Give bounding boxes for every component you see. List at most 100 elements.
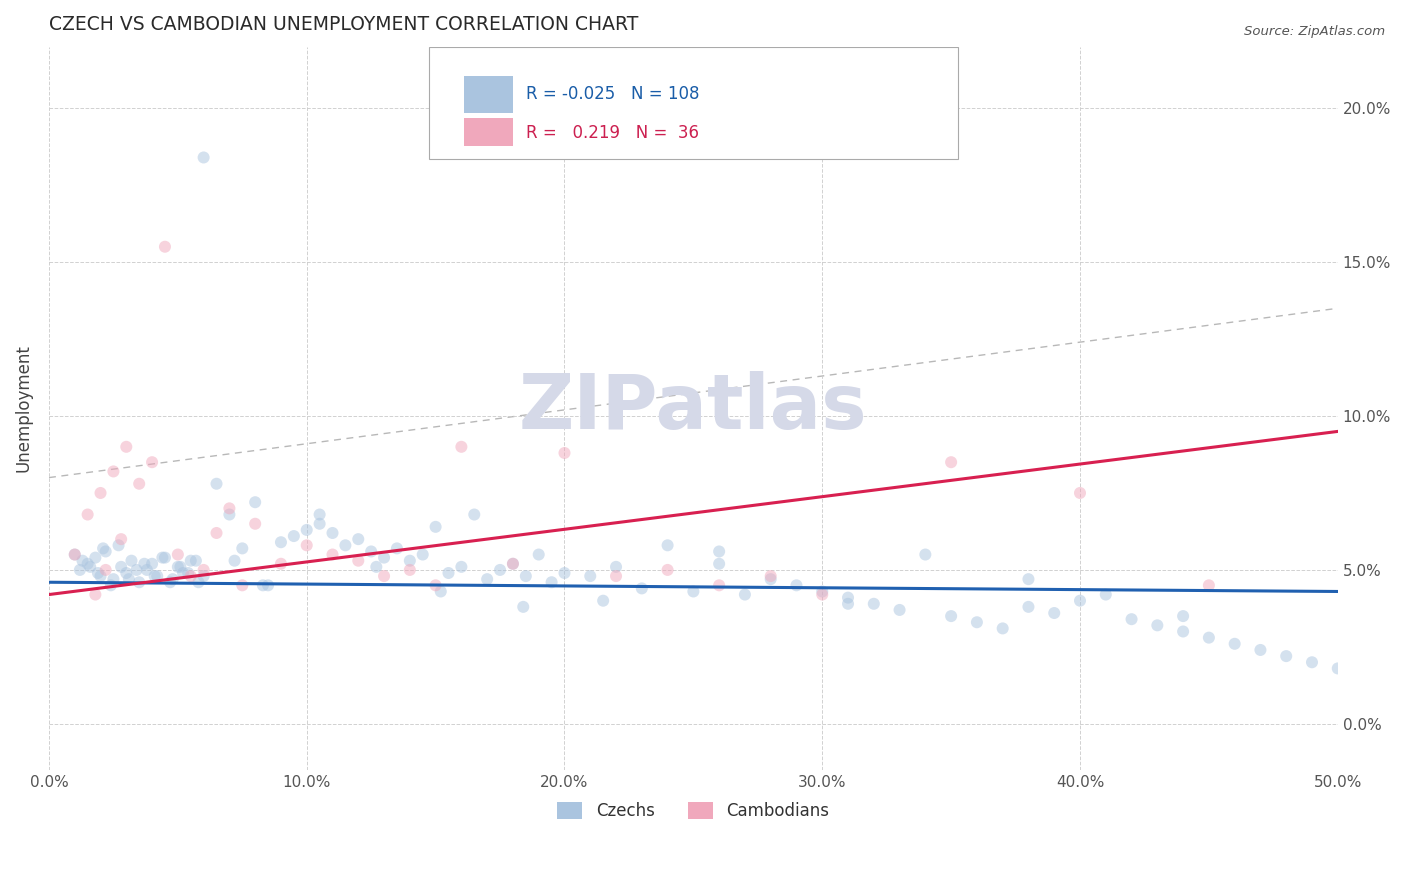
Point (128, 575, 150, 590)
Point (180, 569, 202, 583)
Point (205, 476, 228, 491)
Point (295, 523, 318, 537)
Point (489, 563, 512, 577)
Point (87, 566, 110, 580)
Text: Source: ZipAtlas.com: Source: ZipAtlas.com (1244, 25, 1385, 38)
Point (184, 554, 207, 568)
Point (966, 615, 988, 630)
Point (398, 554, 420, 568)
Point (429, 584, 451, 599)
Point (231, 578, 253, 592)
Point (398, 563, 420, 577)
Point (991, 621, 1014, 635)
Point (1326, 661, 1348, 675)
Point (1094, 588, 1116, 602)
Point (707, 578, 730, 592)
Point (321, 548, 343, 562)
Point (150, 550, 173, 565)
Point (118, 572, 141, 586)
Text: ZIPatlas: ZIPatlas (519, 371, 868, 445)
Point (450, 440, 472, 454)
Point (283, 529, 305, 543)
Point (89, 569, 111, 583)
Point (734, 588, 756, 602)
Point (76, 508, 98, 522)
Point (187, 575, 209, 590)
Point (512, 599, 534, 614)
Point (100, 578, 122, 592)
Point (682, 584, 704, 599)
Point (177, 566, 200, 580)
Point (811, 584, 834, 599)
Point (103, 465, 125, 479)
Point (385, 541, 408, 556)
Point (502, 557, 524, 571)
Point (553, 446, 575, 460)
Point (89, 486, 111, 500)
Point (1043, 606, 1066, 620)
Point (172, 566, 194, 580)
Text: CZECH VS CAMBODIAN UNEMPLOYMENT CORRELATION CHART: CZECH VS CAMBODIAN UNEMPLOYMENT CORRELAT… (49, 15, 638, 34)
Point (218, 508, 240, 522)
Point (707, 544, 730, 558)
Point (115, 440, 138, 454)
Point (295, 538, 318, 552)
Point (72, 554, 94, 568)
Point (630, 582, 652, 596)
Point (939, 609, 962, 624)
Point (1301, 655, 1323, 669)
Point (759, 569, 782, 583)
Point (63, 548, 86, 562)
Point (103, 572, 125, 586)
Point (169, 559, 191, 574)
Point (360, 544, 382, 558)
Point (707, 557, 730, 571)
Point (1223, 637, 1246, 651)
FancyBboxPatch shape (429, 46, 957, 159)
Point (785, 578, 807, 592)
Point (308, 516, 330, 531)
FancyBboxPatch shape (464, 76, 513, 113)
Point (193, 151, 215, 165)
Point (79, 559, 101, 574)
Point (425, 578, 447, 592)
Point (373, 569, 395, 583)
Point (437, 566, 460, 580)
Point (373, 550, 395, 565)
Point (218, 501, 240, 516)
Point (84, 588, 107, 602)
Point (502, 557, 524, 571)
Point (135, 563, 157, 577)
Point (1275, 649, 1298, 664)
Point (252, 578, 274, 592)
Point (1198, 578, 1220, 592)
Point (270, 535, 292, 549)
Point (224, 554, 246, 568)
Point (134, 557, 156, 571)
Point (270, 557, 292, 571)
Point (914, 548, 936, 562)
Point (657, 538, 679, 552)
Point (205, 526, 228, 541)
Point (450, 559, 472, 574)
Point (115, 566, 138, 580)
Point (605, 559, 627, 574)
Point (162, 572, 184, 586)
Point (128, 476, 150, 491)
Point (605, 569, 627, 583)
Point (76, 557, 98, 571)
Point (69, 563, 91, 577)
Point (141, 557, 163, 571)
Point (862, 597, 884, 611)
Point (1069, 486, 1091, 500)
Point (1198, 631, 1220, 645)
FancyBboxPatch shape (464, 118, 513, 146)
Point (321, 526, 343, 541)
Point (366, 559, 388, 574)
Point (231, 541, 253, 556)
Point (335, 538, 357, 552)
Point (425, 520, 447, 534)
Point (94, 563, 117, 577)
Point (540, 575, 562, 590)
Point (1121, 612, 1143, 626)
